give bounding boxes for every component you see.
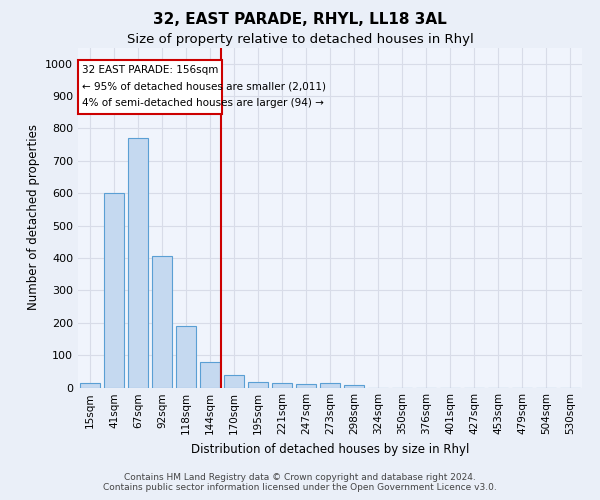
Text: 32, EAST PARADE, RHYL, LL18 3AL: 32, EAST PARADE, RHYL, LL18 3AL bbox=[153, 12, 447, 28]
Bar bbox=[104, 193, 124, 388]
Bar bbox=[248, 382, 268, 388]
Bar bbox=[80, 382, 100, 388]
Bar bbox=[296, 384, 316, 388]
Text: Size of property relative to detached houses in Rhyl: Size of property relative to detached ho… bbox=[127, 32, 473, 46]
Bar bbox=[152, 256, 172, 388]
X-axis label: Distribution of detached houses by size in Rhyl: Distribution of detached houses by size … bbox=[191, 443, 469, 456]
Text: 4% of semi-detached houses are larger (94) →: 4% of semi-detached houses are larger (9… bbox=[82, 98, 323, 108]
Bar bbox=[224, 374, 244, 388]
Bar bbox=[128, 138, 148, 388]
Bar bbox=[176, 326, 196, 388]
Text: 32 EAST PARADE: 156sqm: 32 EAST PARADE: 156sqm bbox=[82, 65, 218, 75]
Bar bbox=[272, 382, 292, 388]
Text: Contains HM Land Registry data © Crown copyright and database right 2024.
Contai: Contains HM Land Registry data © Crown c… bbox=[103, 473, 497, 492]
FancyBboxPatch shape bbox=[78, 60, 222, 114]
Y-axis label: Number of detached properties: Number of detached properties bbox=[26, 124, 40, 310]
Bar bbox=[320, 383, 340, 388]
Text: ← 95% of detached houses are smaller (2,011): ← 95% of detached houses are smaller (2,… bbox=[82, 82, 326, 92]
Bar bbox=[344, 385, 364, 388]
Bar bbox=[200, 362, 220, 388]
